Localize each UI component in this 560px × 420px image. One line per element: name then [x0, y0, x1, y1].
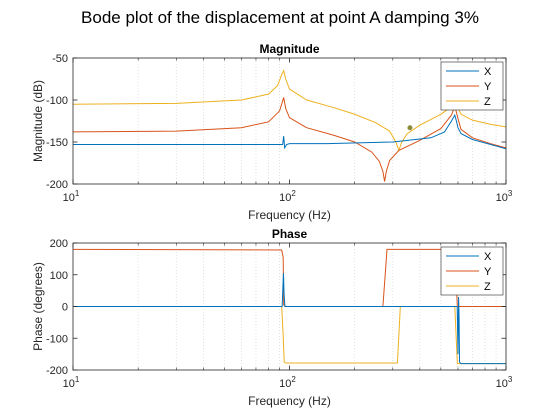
magnitude-legend-label-z: Z	[484, 96, 491, 108]
magnitude-axes-bg	[73, 58, 506, 184]
phase-series-x	[73, 273, 506, 365]
phase-y-tick-label: 100	[50, 270, 68, 282]
phase-x-tick-label: 103	[496, 375, 513, 390]
magnitude-y-tick-label: -100	[46, 95, 68, 107]
magnitude-series-x	[73, 113, 506, 150]
phase-x-tick-label: 101	[63, 375, 80, 390]
magnitude-x-tick-label: 102	[279, 189, 296, 204]
magnitude-title: Magnitude	[260, 42, 320, 56]
phase-y-tick-label: -200	[46, 365, 68, 377]
phase-x-label: Frequency (Hz)	[248, 394, 331, 408]
magnitude-legend-label-x: X	[484, 66, 492, 78]
magnitude-datatip-marker	[407, 125, 413, 131]
phase-y-label: Phase (degrees)	[31, 262, 45, 351]
phase-y-tick-label: 0	[62, 302, 68, 314]
magnitude-x-label: Frequency (Hz)	[248, 208, 331, 222]
magnitude-y-tick-label: -150	[46, 137, 68, 149]
phase-title: Phase	[272, 227, 308, 241]
phase-y-tick-label: -100	[46, 333, 68, 345]
figure-title: Bode plot of the displacement at point A…	[81, 8, 479, 27]
magnitude-x-tick-label: 101	[63, 189, 80, 204]
phase-x-tick-label: 102	[279, 375, 296, 390]
magnitude-series-y	[73, 97, 506, 182]
phase-legend-label-y: Y	[484, 266, 492, 278]
magnitude-legend-label-y: Y	[484, 81, 492, 93]
magnitude-y-tick-label: -50	[52, 53, 68, 65]
phase-legend-label-x: X	[484, 251, 492, 263]
magnitude-y-label: Magnitude (dB)	[31, 80, 45, 162]
magnitude-x-tick-label: 103	[496, 189, 513, 204]
phase-y-tick-label: 200	[50, 238, 68, 250]
phase-series-z	[73, 306, 506, 365]
phase-legend-label-z: Z	[484, 281, 491, 293]
magnitude-y-tick-label: -200	[46, 179, 68, 191]
